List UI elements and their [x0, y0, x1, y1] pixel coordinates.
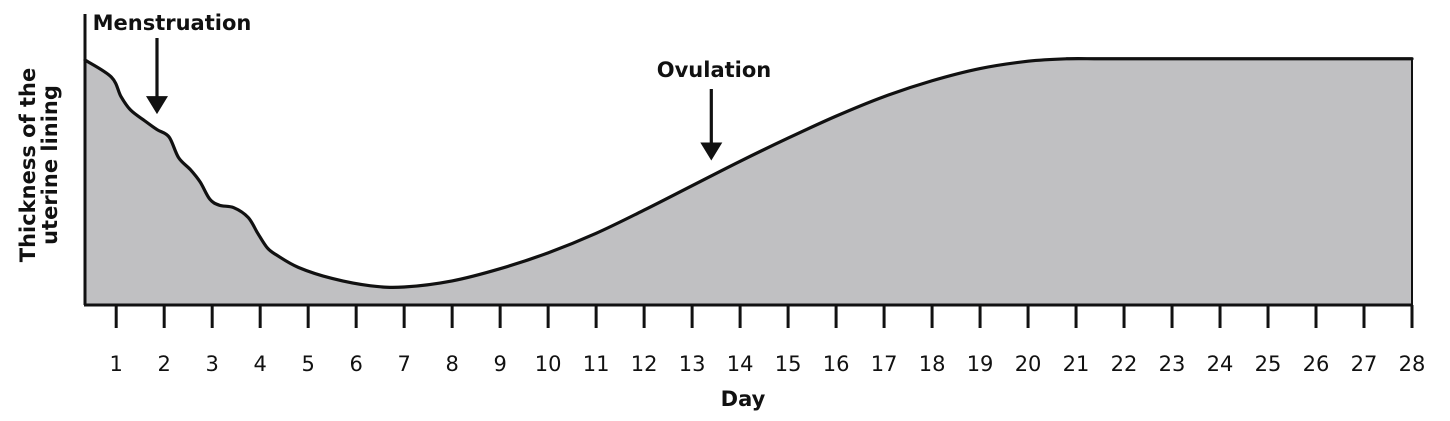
y-axis-title-line-2: uterine lining [38, 85, 62, 245]
x-tick-label: 10 [535, 352, 562, 376]
x-tick-label: 3 [205, 352, 218, 376]
x-tick-label: 22 [1111, 352, 1138, 376]
x-tick-label: 9 [493, 352, 506, 376]
x-tick-label: 1 [110, 352, 123, 376]
tick-layer: 1 2 3 4 5 6 7 8 9 10 11 12 13 14 15 16 17 18 19 20 21 22 23 24 2… [110, 305, 1426, 376]
x-tick-label: 2 [158, 352, 171, 376]
x-tick-label: 25 [1255, 352, 1282, 376]
area-layer [83, 56, 1414, 305]
x-tick-label: 6 [349, 352, 362, 376]
x-tick-label: 21 [1063, 352, 1090, 376]
area-fill [85, 58, 1412, 305]
x-tick-label: 4 [253, 352, 266, 376]
x-tick-label: 20 [1015, 352, 1042, 376]
annotation-layer: Menstruation Ovulation [93, 11, 771, 161]
annotation-arrow-head [700, 142, 723, 161]
x-tick-label: 27 [1351, 352, 1378, 376]
x-tick-label: 8 [445, 352, 458, 376]
annotation-menstruation: Menstruation [93, 11, 252, 115]
x-axis-title: Day [721, 387, 766, 411]
x-tick-label: 28 [1399, 352, 1426, 376]
x-tick-label: 16 [823, 352, 850, 376]
x-tick-label: 23 [1159, 352, 1186, 376]
x-tick-label: 7 [397, 352, 410, 376]
annotation-label: Menstruation [93, 11, 252, 35]
x-tick-label: 14 [727, 352, 754, 376]
series-line-uterine-lining [83, 56, 1414, 289]
annotation-ovulation: Ovulation [657, 58, 771, 161]
x-tick-label: 24 [1207, 352, 1234, 376]
x-tick-label: 12 [631, 352, 658, 376]
x-tick-label: 19 [967, 352, 994, 376]
x-tick-label: 26 [1303, 352, 1330, 376]
y-axis-title: Thickness of the uterine lining [16, 68, 62, 263]
x-tick-label: 17 [871, 352, 898, 376]
x-tick-label: 11 [583, 352, 610, 376]
x-tick-label: 5 [301, 352, 314, 376]
annotation-label: Ovulation [657, 58, 771, 82]
x-tick-label: 15 [775, 352, 802, 376]
axis-layer [83, 14, 1413, 307]
annotation-arrow-head [145, 96, 168, 115]
x-tick-label: 13 [679, 352, 706, 376]
x-tick-label: 18 [919, 352, 946, 376]
y-axis-title-line-1: Thickness of the [16, 68, 40, 263]
